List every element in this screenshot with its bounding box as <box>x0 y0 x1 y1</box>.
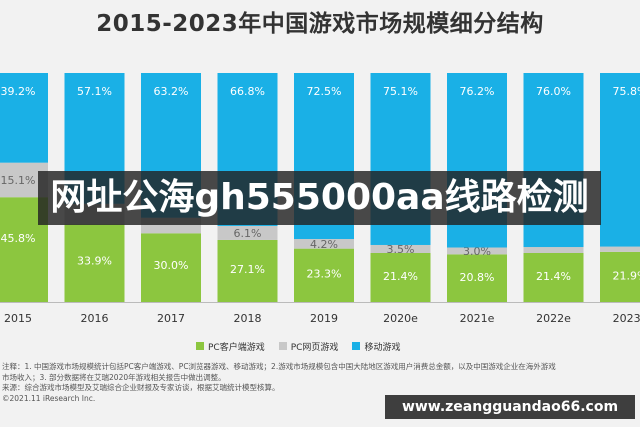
data-label: 21.4% <box>536 270 571 283</box>
bar-segment <box>294 248 354 302</box>
data-label: 23.3% <box>307 268 342 281</box>
bar-segment <box>523 252 584 302</box>
bar-segment <box>217 239 278 302</box>
x-tick-label: 2017 <box>157 312 185 325</box>
data-label: 75.1% <box>383 85 418 98</box>
data-label: 15.1% <box>1 174 36 187</box>
note-line: 市场收入；3. 部分数据将在艾瑞2020年游戏相关报告中做出调整。 <box>2 372 226 382</box>
bar-segment <box>523 247 584 253</box>
x-tick-label: 2021e <box>460 312 495 325</box>
chart-title: 2015-2023年中国游戏市场规模细分结构 <box>96 11 544 37</box>
data-label: 39.2% <box>1 85 36 98</box>
data-label: 20.8% <box>460 271 495 284</box>
data-label: 66.8% <box>230 85 265 98</box>
legend-swatch <box>278 342 287 350</box>
data-label: 76.2% <box>460 85 495 98</box>
data-label: 75.8% <box>613 85 640 98</box>
x-tick-label: 2023e <box>613 312 640 325</box>
legend-item: 移动游戏 <box>352 340 400 353</box>
data-label: 30.0% <box>154 259 189 272</box>
bar-segment <box>217 225 278 240</box>
bar-segment <box>0 73 48 163</box>
bar-segment <box>447 254 507 302</box>
note-line: 注释：1. 中国游戏市场规模统计包括PC客户端游戏、PC浏览器游戏、移动游戏；2… <box>2 362 556 371</box>
data-label: 21.4% <box>383 270 418 283</box>
x-tick-label: 2015 <box>4 312 32 325</box>
legend-swatch <box>352 342 361 350</box>
data-label: 3.0% <box>463 245 491 258</box>
bar-segment <box>64 224 125 302</box>
data-label: 6.1% <box>234 227 262 240</box>
data-label: 33.9% <box>77 254 112 267</box>
bar-segment <box>447 247 507 255</box>
data-label: 76.0% <box>536 85 571 98</box>
chart-footnotes: 注释：1. 中国游戏市场规模统计包括PC客户端游戏、PC浏览器游戏、移动游戏；2… <box>2 362 632 404</box>
bar-segment <box>294 239 354 249</box>
bar-segment <box>141 233 201 302</box>
copyright-line: ©2021.11 iResearch Inc. <box>2 393 96 403</box>
source-line: 来源：综合游戏市场模型及艾瑞综合企业财报及专家访谈，根据艾瑞统计模型核算。 <box>2 383 280 392</box>
data-label: 3.5% <box>387 243 415 256</box>
data-label: 21.9% <box>613 269 640 282</box>
bar-segment <box>600 246 640 252</box>
url-watermark-banner: www.zeangguandao66.com <box>385 395 635 419</box>
legend-label: 移动游戏 <box>364 342 401 353</box>
x-tick-label: 2019 <box>310 312 338 325</box>
x-tick-label: 2022e <box>536 312 571 325</box>
watermark-overlay-banner: 网址公海gh555000aa线路检测 <box>38 171 601 225</box>
data-label: 45.8% <box>1 232 36 245</box>
legend-swatch <box>196 342 204 350</box>
legend-item: PC网页游戏 <box>278 340 339 353</box>
data-label: 72.5% <box>307 85 342 98</box>
bar-segment <box>370 244 431 253</box>
bar-segment <box>600 73 640 247</box>
bar-segment <box>600 251 640 302</box>
data-label: 57.1% <box>77 85 112 98</box>
legend-label: PC网页游戏 <box>290 342 339 353</box>
data-label: 4.2% <box>310 238 338 251</box>
data-label: 63.2% <box>154 85 189 98</box>
legend-item: PC客户端游戏 <box>196 340 265 353</box>
x-tick-label: 2018 <box>234 312 262 325</box>
x-tick-label: 2016 <box>81 312 109 325</box>
x-tick-label: 2020e <box>383 312 418 325</box>
data-label: 27.1% <box>230 263 265 276</box>
bar-segment <box>370 252 431 302</box>
legend-label: PC客户端游戏 <box>208 342 265 353</box>
chart-legend: PC客户端游戏 PC网页游戏 移动游戏 <box>196 339 400 353</box>
